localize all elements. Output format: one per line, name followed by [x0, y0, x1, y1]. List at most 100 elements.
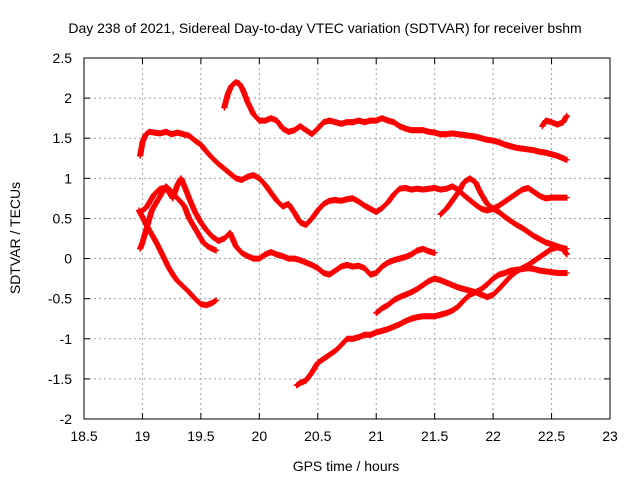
data-point — [252, 113, 255, 115]
data-point — [188, 291, 190, 294]
data-point — [566, 115, 568, 117]
data-point — [334, 199, 337, 201]
data-point — [252, 174, 255, 176]
data-point — [515, 192, 518, 195]
data-point — [381, 330, 383, 332]
data-point — [498, 211, 500, 213]
series-arc-1 — [136, 128, 570, 229]
data-point — [492, 277, 494, 280]
y-tick-label: -0.5 — [48, 291, 72, 307]
data-point — [387, 201, 389, 204]
data-point — [480, 137, 483, 139]
data-point — [556, 196, 559, 199]
data-point — [556, 272, 559, 274]
data-point — [422, 315, 424, 318]
data-point — [544, 197, 547, 200]
series-markers — [293, 265, 570, 389]
data-point — [141, 209, 144, 212]
data-point — [246, 255, 249, 257]
data-point — [566, 248, 568, 250]
data-point — [468, 293, 471, 296]
y-tick-label: 0.5 — [53, 210, 73, 226]
data-point — [387, 328, 389, 331]
data-point — [165, 185, 167, 188]
data-point — [241, 179, 243, 181]
data-point — [276, 119, 278, 122]
data-point — [539, 151, 541, 153]
data-point — [509, 145, 512, 147]
data-point — [305, 379, 307, 382]
data-point — [159, 188, 161, 190]
data-point — [153, 131, 155, 134]
data-point — [504, 216, 506, 218]
data-point — [317, 362, 319, 364]
data-point — [410, 188, 413, 191]
data-point — [264, 253, 267, 256]
series-markers — [136, 175, 438, 278]
data-point — [193, 225, 195, 228]
x-tick-label: 20.5 — [304, 428, 331, 444]
series-markers — [539, 112, 570, 130]
data-point — [433, 277, 436, 280]
data-point — [486, 283, 489, 286]
data-point — [241, 252, 243, 254]
data-point — [167, 265, 169, 268]
data-point — [317, 267, 319, 270]
data-point — [176, 280, 179, 282]
data-point — [556, 155, 559, 157]
data-point — [211, 301, 214, 304]
data-point — [544, 119, 547, 122]
series-markers — [221, 78, 570, 164]
data-point — [457, 192, 459, 194]
data-point — [188, 135, 190, 137]
data-point — [340, 265, 343, 268]
data-point — [515, 147, 518, 149]
series-arc-4 — [136, 183, 220, 254]
data-point — [381, 207, 383, 209]
data-point — [293, 212, 296, 214]
data-point — [498, 141, 500, 143]
data-point — [346, 198, 348, 200]
data-point — [200, 303, 202, 306]
data-point — [544, 270, 547, 273]
data-point — [317, 209, 319, 212]
data-point — [162, 256, 165, 258]
data-point — [480, 288, 483, 290]
data-point — [410, 129, 413, 131]
data-point — [141, 216, 144, 218]
data-point — [287, 131, 290, 133]
data-point — [398, 296, 401, 298]
data-point — [145, 207, 147, 209]
data-point — [346, 338, 348, 340]
data-point — [566, 272, 568, 274]
data-point — [515, 270, 518, 273]
data-point — [539, 256, 541, 258]
data-point — [340, 344, 343, 347]
y-tick-label: 2 — [64, 90, 72, 106]
data-point — [357, 265, 360, 267]
data-point — [457, 286, 459, 289]
data-point — [381, 265, 383, 268]
data-point — [202, 241, 204, 244]
data-point — [346, 264, 348, 266]
data-point — [207, 245, 209, 248]
data-point — [242, 89, 244, 91]
data-point — [451, 185, 454, 188]
data-point — [264, 184, 267, 186]
data-point — [550, 248, 553, 250]
data-point — [521, 227, 524, 229]
data-point — [235, 177, 237, 180]
data-point — [539, 238, 541, 241]
data-point — [428, 280, 430, 282]
data-point — [215, 299, 217, 302]
data-point — [439, 279, 442, 282]
data-point — [258, 119, 261, 122]
data-point — [422, 129, 424, 131]
data-point — [416, 188, 418, 190]
data-point — [352, 338, 354, 340]
data-point — [457, 305, 459, 308]
data-point — [533, 149, 535, 152]
data-point — [211, 248, 214, 250]
chart-title: Day 238 of 2021, Sidereal Day-to-day VTE… — [68, 20, 581, 36]
data-point — [445, 312, 448, 314]
